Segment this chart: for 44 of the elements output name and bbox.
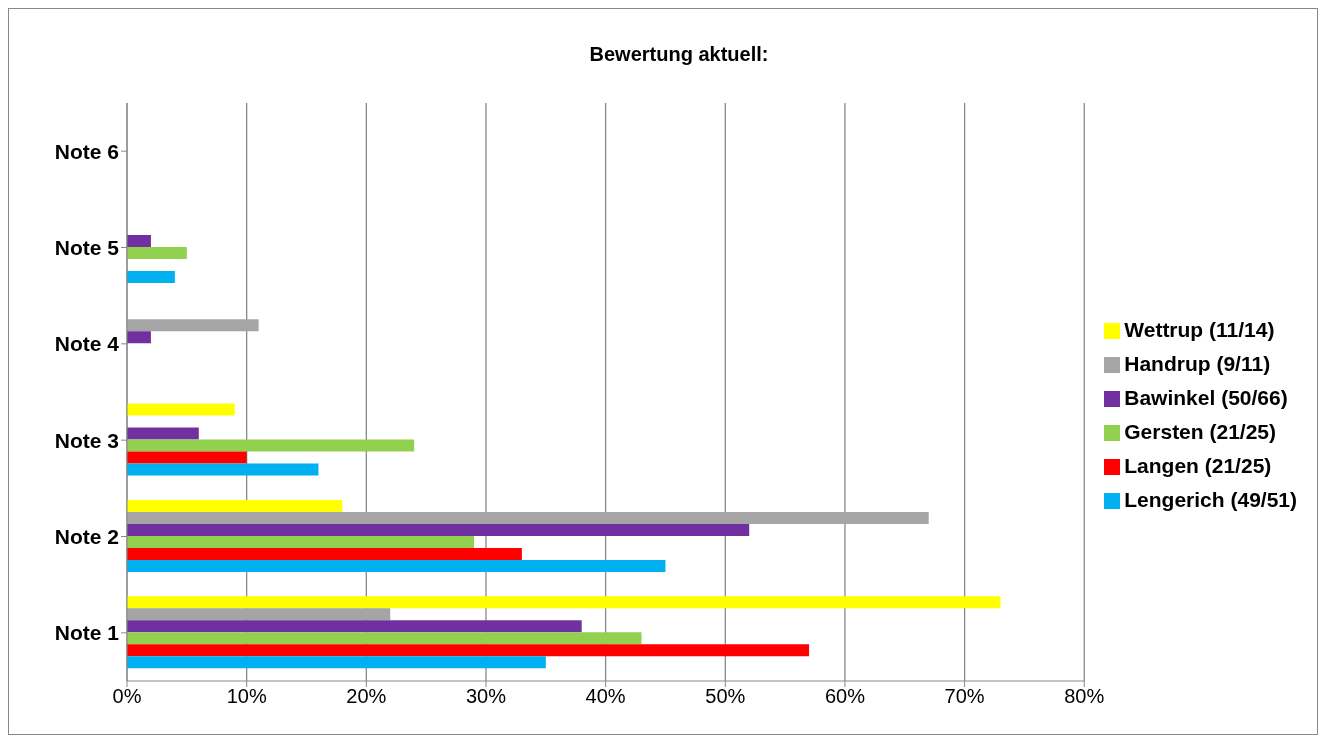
bar — [127, 270, 175, 283]
x-tick-label: 20% — [346, 685, 387, 708]
legend-label: Gersten (21/25) — [1124, 420, 1277, 443]
x-tick-label: 60% — [824, 685, 866, 708]
bar — [127, 656, 546, 669]
bar — [127, 234, 151, 247]
x-tick-label: 0% — [112, 685, 142, 708]
x-tick-label: 40% — [585, 685, 626, 708]
bar — [127, 535, 475, 548]
bar — [127, 644, 810, 657]
bar — [127, 463, 319, 476]
x-tick-label: 10% — [226, 685, 267, 708]
x-tick-label: 50% — [705, 685, 746, 708]
y-tick-label: Note 1 — [54, 621, 120, 645]
y-tick-label: Note 6 — [54, 139, 119, 163]
bar — [127, 427, 199, 440]
bar — [127, 547, 522, 560]
y-tick-label: Note 5 — [54, 235, 120, 259]
x-tick-label: 80% — [1064, 685, 1105, 708]
bar — [127, 439, 415, 452]
bar — [127, 559, 666, 572]
legend-label: Lengerich (49/51) — [1124, 488, 1297, 511]
bar — [127, 246, 187, 259]
x-tick-label: 30% — [465, 685, 507, 708]
bar — [127, 403, 235, 416]
bar — [127, 596, 1001, 609]
bar — [127, 499, 343, 512]
y-tick-label: Note 2 — [54, 524, 119, 548]
bar — [127, 319, 259, 332]
bar — [127, 632, 642, 645]
bar — [127, 511, 929, 524]
bar — [127, 608, 391, 621]
legend-label: Bawinkel (50/66) — [1124, 386, 1288, 409]
bar — [127, 523, 750, 536]
legend-label: Wettrup (11/14) — [1124, 318, 1275, 341]
y-tick-label: Note 3 — [54, 428, 119, 452]
legend-label: Langen (21/25) — [1124, 454, 1272, 477]
bar — [127, 620, 582, 633]
bar — [127, 331, 151, 344]
bar — [127, 451, 247, 464]
x-tick-label: 70% — [944, 685, 985, 708]
y-tick-label: Note 4 — [54, 332, 120, 356]
legend-label: Handrup (9/11) — [1124, 352, 1271, 375]
chart-title: Bewertung aktuell: — [588, 43, 770, 66]
